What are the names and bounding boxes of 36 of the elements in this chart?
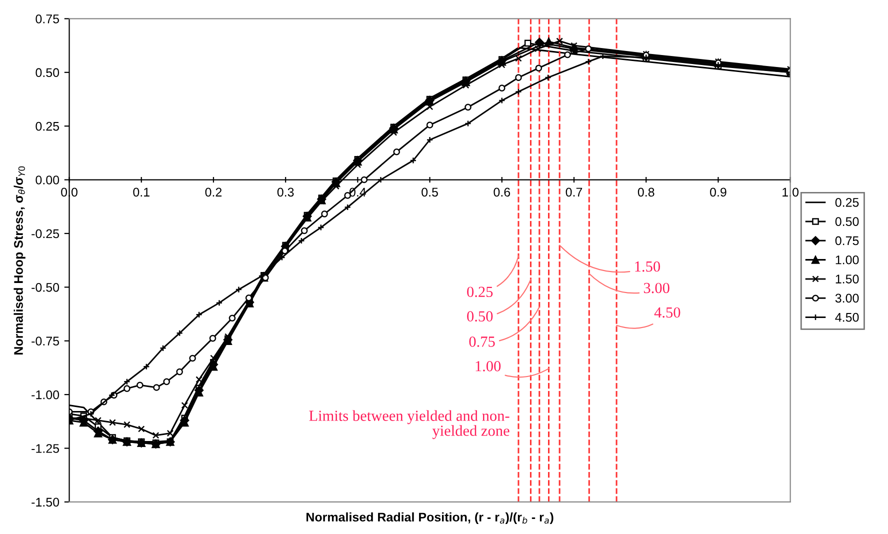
y-tick-label: -0.75 bbox=[32, 336, 60, 346]
y-tick-label: -1.25 bbox=[32, 444, 60, 453]
x-tick-label: 1.0 bbox=[782, 188, 799, 197]
x-tick-label: 0.3 bbox=[277, 188, 294, 197]
y-tick-label: 0.00 bbox=[36, 176, 60, 184]
legend-label: 1.00 bbox=[836, 255, 859, 264]
annotation: 1.50 bbox=[635, 261, 660, 272]
legend-label: 0.25 bbox=[835, 198, 859, 207]
legend-label: 3.00 bbox=[835, 294, 859, 303]
y-axis-title: Normalised Hoop Stress, σ$_{θ}$/σ$_{Y0}$ bbox=[14, 166, 26, 354]
legend-label: 1.50 bbox=[836, 274, 859, 284]
x-axis-title: Normalised Radial Position, (r - r$_{a}$)/(r$_{b}$ - r$_{a}$) bbox=[306, 512, 554, 524]
x-tick-label: 0.9 bbox=[710, 188, 726, 197]
annotation: 3.00 bbox=[644, 282, 670, 294]
x-tick-label: 0.8 bbox=[638, 188, 654, 197]
annotation: 0.75 bbox=[469, 336, 495, 347]
annotation: 4.50 bbox=[654, 307, 680, 318]
x-tick-label: 0.1 bbox=[133, 188, 150, 197]
y-tick-label: 0.25 bbox=[36, 122, 60, 131]
legend-label: 0.75 bbox=[835, 236, 859, 246]
legend-label: 4.50 bbox=[835, 312, 859, 322]
y-tick-label: -0.50 bbox=[32, 282, 60, 292]
x-tick-label: 0.5 bbox=[422, 188, 438, 197]
y-tick-label: -1.50 bbox=[32, 498, 60, 507]
y-tick-label: 0.50 bbox=[36, 68, 60, 78]
annotation: Limits between yielded and non- yielded zone bbox=[309, 410, 510, 440]
annotation: 1.00 bbox=[476, 361, 501, 372]
y-tick-label: 0.75 bbox=[36, 14, 60, 24]
x-tick-label: 0.2 bbox=[205, 188, 222, 197]
y-tick-label: -0.25 bbox=[32, 229, 60, 238]
annotation: 0.25 bbox=[467, 286, 493, 298]
x-tick-label: 0.6 bbox=[494, 188, 510, 197]
legend-label: 0.50 bbox=[835, 217, 859, 226]
y-tick-label: -1.00 bbox=[32, 390, 60, 400]
annotation: 0.50 bbox=[467, 311, 493, 322]
x-tick-label: 0.7 bbox=[566, 188, 582, 197]
